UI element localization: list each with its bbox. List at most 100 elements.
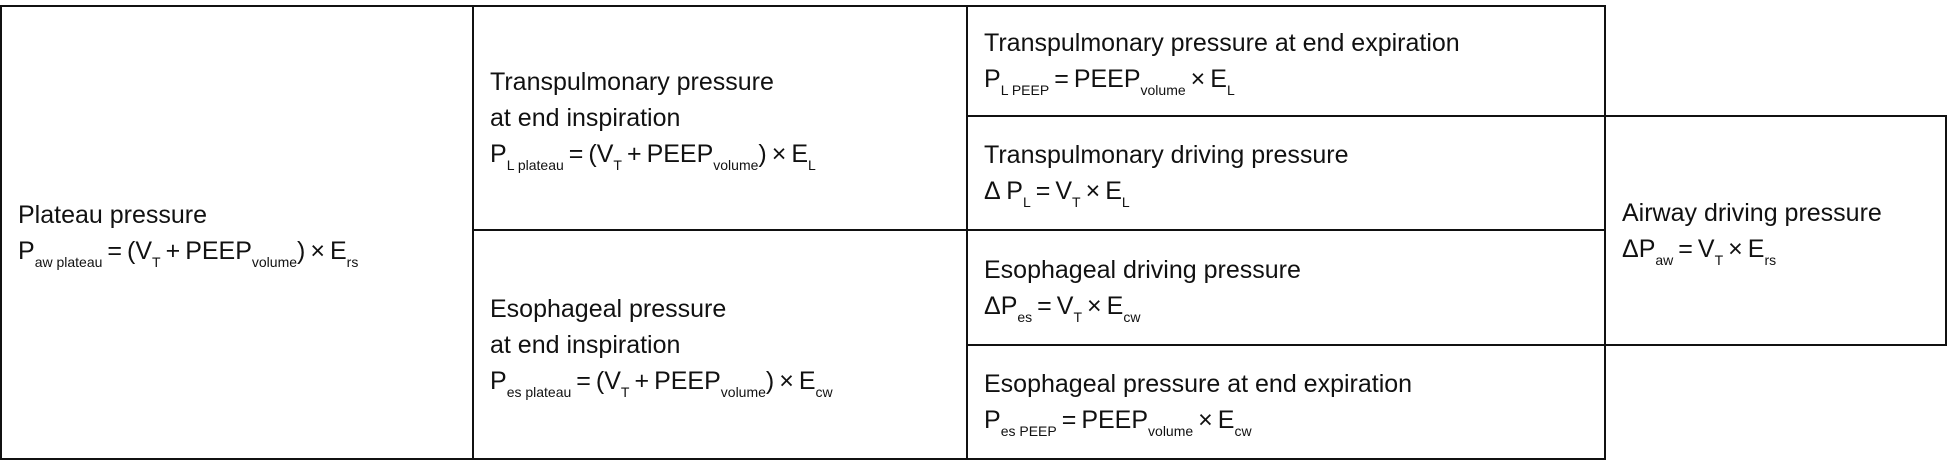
cell-plateau-pressure: Plateau pressure Paw plateau = (VT + PEEPvolu…	[0, 5, 474, 460]
formula-term: =	[107, 237, 122, 265]
term-subscript: T	[1072, 194, 1081, 210]
term-symbol: V	[1055, 177, 1073, 205]
formula-term: =	[1678, 235, 1693, 263]
formula-term: EL	[791, 140, 815, 172]
term-symbol: ×	[310, 236, 325, 265]
term-subscript: volume	[251, 253, 298, 270]
term-symbol: ×	[1085, 177, 1101, 205]
term-symbol: E	[791, 140, 809, 168]
cell-transpulmonary-end-expiration: Transpulmonary pressure at end expiratio…	[966, 5, 1606, 117]
term-subscript: volume	[720, 383, 766, 400]
formula-term: Ers	[1748, 235, 1776, 267]
formula-term: PEEPvolume	[647, 140, 759, 172]
cell-title: Airway driving pressure	[1622, 198, 1882, 227]
formula: Pes plateau = (VT + PEEPvolume) × Ecw	[490, 363, 966, 399]
term-subscript: T	[152, 253, 161, 270]
formula-term: Ecw	[1106, 291, 1141, 324]
term-symbol: E	[1106, 291, 1124, 320]
term-symbol: )	[758, 140, 767, 168]
term-symbol: E	[1210, 65, 1227, 93]
term-subscript: aw	[1655, 251, 1674, 268]
term-symbol: P	[490, 140, 507, 168]
formula-term: PEEPvolume	[1074, 65, 1186, 97]
term-symbol: (V	[595, 366, 621, 395]
term-symbol: (V	[127, 236, 153, 265]
formula-term: ×	[1087, 292, 1102, 320]
cell-title: Plateau pressure	[18, 200, 208, 229]
formula-term: ×	[779, 367, 794, 395]
formula-term: PL PEEP	[984, 65, 1049, 97]
term-symbol: =	[1678, 234, 1693, 263]
formula-term: PEEPvolume	[654, 367, 766, 399]
term-subscript: T	[613, 157, 622, 173]
term-subscript: cw	[815, 383, 833, 400]
term-subscript: cw	[1123, 308, 1141, 325]
formula-term: PL plateau	[490, 140, 564, 172]
term-symbol: )	[297, 236, 306, 265]
term-symbol: =	[107, 236, 123, 265]
term-symbol: =	[568, 140, 584, 168]
cell-esophageal-driving-pressure: Esophageal driving pressure ΔPes = VT × Ecw	[966, 229, 1606, 346]
term-symbol: =	[1037, 291, 1052, 320]
term-symbol: ×	[1087, 291, 1102, 320]
term-symbol: V	[1056, 291, 1074, 320]
term-subscript: L	[808, 157, 816, 173]
term-symbol: =	[576, 366, 591, 395]
term-subscript: volume	[713, 157, 759, 173]
formula-term: Ecw	[798, 366, 833, 399]
term-symbol: E	[329, 236, 347, 265]
term-subscript: volume	[1148, 423, 1194, 439]
cell-title: at end inspiration	[490, 330, 681, 359]
term-symbol: ×	[1728, 234, 1743, 263]
cell-title: Esophageal driving pressure	[984, 255, 1301, 284]
term-symbol: P	[984, 65, 1001, 93]
term-symbol: E	[798, 366, 816, 395]
formula-term: )	[766, 367, 774, 395]
formula-term: =	[569, 140, 584, 168]
formula-term: Paw plateau	[18, 236, 102, 269]
formula-term: ×	[1728, 235, 1743, 263]
term-symbol: P	[18, 236, 35, 265]
cell-title: Esophageal pressure at end expiration	[984, 370, 1413, 398]
cell-title: Transpulmonary pressure	[490, 68, 774, 96]
formula-term: =	[1054, 65, 1069, 93]
formula-term: +	[634, 367, 649, 395]
term-symbol: E	[1105, 177, 1122, 205]
formula-term: Pes plateau	[490, 366, 571, 399]
term-subscript: es	[1017, 308, 1033, 325]
formula-term: ×	[1198, 406, 1213, 434]
term-subscript: T	[1714, 251, 1724, 268]
term-symbol: P	[490, 366, 507, 395]
cell-title: at end inspiration	[490, 104, 681, 132]
term-subscript: es PEEP	[1000, 423, 1057, 439]
term-subscript: L	[1226, 82, 1235, 98]
formula-term: =	[576, 367, 591, 395]
formula-term: PEEPvolume	[185, 237, 297, 269]
formula: PL plateau = (VT + PEEPvolume) × EL	[490, 136, 966, 172]
term-subscript: L PEEP	[1000, 82, 1050, 98]
term-symbol: )	[765, 366, 775, 395]
term-symbol: +	[634, 366, 650, 395]
formula-term: =	[1037, 292, 1052, 320]
term-symbol: ×	[1190, 65, 1206, 93]
term-subscript: cw	[1234, 423, 1252, 439]
term-subscript: L	[1022, 194, 1031, 210]
term-subscript: es plateau	[506, 383, 572, 400]
formula: Paw plateau = (VT + PEEPvolume) × Ers	[18, 233, 472, 269]
formula-term: =	[1036, 177, 1051, 205]
term-subscript: T	[1073, 308, 1083, 325]
cell-esophageal-end-inspiration: Esophageal pressure at end inspiration Pes…	[472, 229, 968, 460]
term-symbol: ΔP	[1622, 234, 1656, 263]
term-subscript: rs	[346, 253, 359, 270]
term-symbol: V	[1697, 234, 1715, 263]
term-subscript: T	[620, 383, 630, 400]
formula-term: Ers	[329, 236, 358, 269]
formula-term: Pes PEEP	[984, 406, 1057, 438]
term-symbol: ×	[779, 366, 794, 395]
cell-title: Transpulmonary pressure at end expiratio…	[984, 29, 1460, 57]
term-symbol: PEEP	[1081, 406, 1149, 434]
formula-term: ×	[1191, 65, 1206, 93]
term-symbol: ×	[1198, 406, 1213, 434]
formula-term: ×	[310, 237, 325, 265]
formula: Δ PL = VT × EL	[984, 173, 1604, 209]
